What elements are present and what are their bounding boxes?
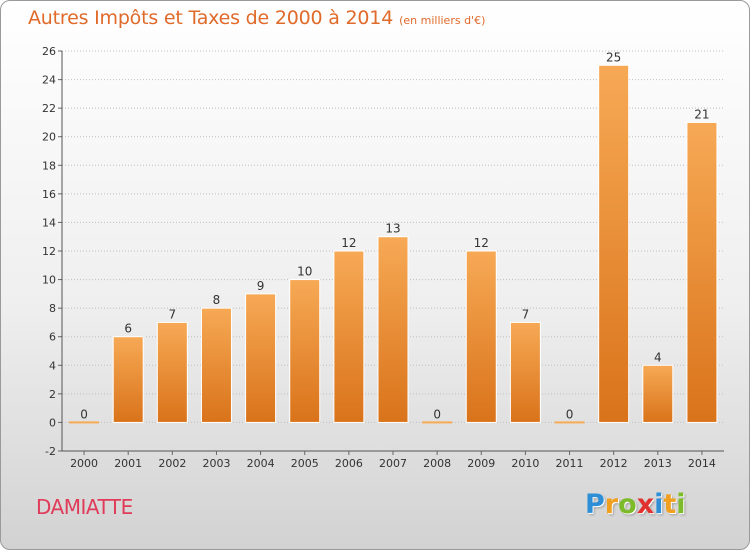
x-tick-label: 2003 [202, 457, 230, 470]
x-tick-label: 2006 [335, 457, 363, 470]
x-tick-label: 2000 [70, 457, 98, 470]
data-label: 0 [80, 407, 88, 421]
x-tick-label: 2011 [556, 457, 584, 470]
bar [112, 336, 144, 423]
proxiti-logo: Proxiti [585, 489, 686, 520]
y-tick-label: 10 [42, 274, 56, 287]
y-tick-label: 18 [42, 159, 56, 172]
data-label: 7 [169, 307, 177, 321]
y-tick-label: 12 [42, 245, 56, 258]
x-tick-label: 2014 [688, 457, 716, 470]
y-tick-label: 4 [49, 359, 56, 372]
chart-title: Autres Impôts et Taxes de 2000 à 2014 [28, 7, 394, 29]
bar [554, 421, 585, 424]
data-label: 12 [474, 236, 489, 250]
bar [289, 279, 321, 423]
data-label: 0 [566, 407, 574, 421]
bar [69, 421, 100, 424]
x-tick-label: 2008 [423, 457, 451, 470]
x-tick-label: 2007 [379, 457, 407, 470]
x-tick-label: 2004 [247, 457, 275, 470]
y-tick-label: 16 [42, 188, 56, 201]
logo-letter: o [618, 489, 637, 520]
y-tick-label: 14 [42, 216, 56, 229]
y-tick-label: 20 [42, 131, 56, 144]
logo-letter: x [636, 489, 655, 520]
bar [333, 250, 365, 423]
y-tick-label: 6 [49, 331, 56, 344]
data-label: 13 [385, 222, 400, 236]
logo-letter: r [604, 489, 619, 520]
bar [686, 121, 718, 423]
data-label: 7 [522, 307, 530, 321]
bar [377, 236, 409, 423]
data-label: 4 [654, 350, 662, 364]
bar [156, 321, 188, 423]
y-tick-label: 0 [49, 416, 56, 429]
logo-letter: t [663, 489, 677, 520]
x-tick-label: 2013 [644, 457, 672, 470]
y-tick-label: -2 [45, 445, 56, 458]
y-tick-label: 2 [49, 388, 56, 401]
data-label: 10 [297, 265, 312, 279]
x-tick-label: 2012 [600, 457, 628, 470]
logo-letter: P [585, 489, 605, 520]
x-tick-label: 2010 [511, 457, 539, 470]
data-label: 8 [213, 293, 221, 307]
x-tick-label: 2001 [114, 457, 142, 470]
bar [598, 64, 630, 423]
bar [509, 321, 541, 423]
data-label: 25 [606, 50, 621, 64]
y-tick-label: 22 [42, 102, 56, 115]
chart-title-row: Autres Impôts et Taxes de 2000 à 2014 (en… [28, 7, 485, 29]
data-label: 6 [124, 322, 132, 336]
bar [200, 307, 232, 423]
y-tick-label: 24 [42, 74, 56, 87]
x-tick-label: 2002 [158, 457, 186, 470]
bar [642, 364, 674, 423]
y-tick-label: 8 [49, 302, 56, 315]
chart-unit: (en milliers d'€) [399, 14, 486, 27]
y-tick-label: 26 [42, 45, 56, 58]
data-label: 21 [694, 107, 709, 121]
bar [245, 293, 277, 423]
x-tick-label: 2005 [291, 457, 319, 470]
bar [422, 421, 453, 424]
bar [465, 250, 497, 423]
x-tick-label: 2009 [467, 457, 495, 470]
data-label: 12 [341, 236, 356, 250]
data-label: 9 [257, 279, 265, 293]
data-label: 0 [433, 407, 441, 421]
logo-letter: i [654, 489, 664, 520]
logo-letter: i [676, 489, 686, 520]
commune-name: DAMIATTE [36, 495, 133, 519]
